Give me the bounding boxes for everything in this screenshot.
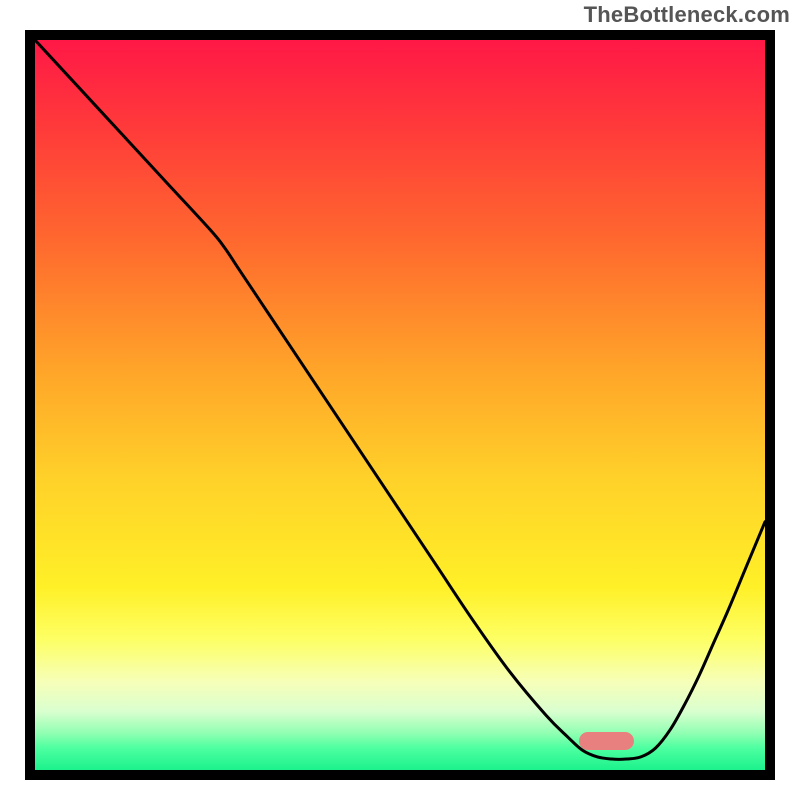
optimal-range-marker bbox=[579, 732, 634, 750]
plot-area bbox=[35, 40, 765, 770]
root-canvas: { "watermark": { "text": "TheBottleneck.… bbox=[0, 0, 800, 800]
curve-svg-layer bbox=[35, 40, 765, 770]
bottleneck-curve bbox=[35, 40, 765, 759]
watermark-text: TheBottleneck.com bbox=[584, 2, 790, 28]
